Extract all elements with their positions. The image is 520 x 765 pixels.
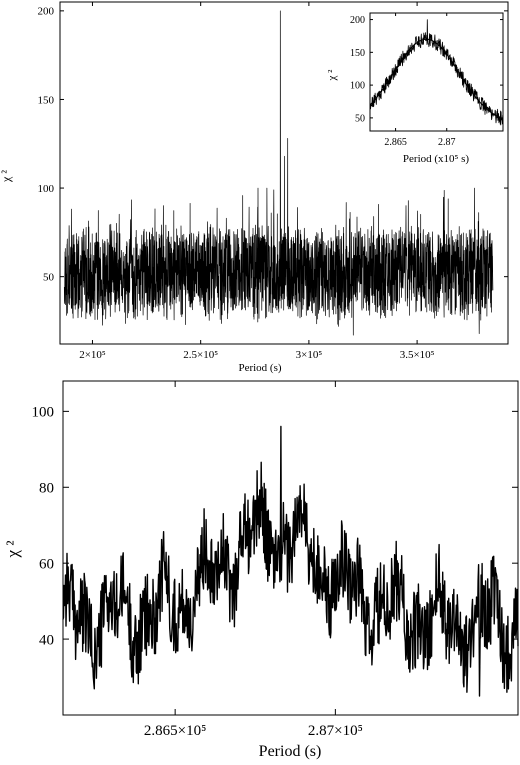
bottom-plot-frame [62,380,519,716]
bottom-panel: 2.865×10⁵ 2.87×10⁵ 40 60 80 100 Period (s) χ … [3,380,519,760]
bottom-y-label: χ ² [3,541,22,559]
bottom-x-tick-label: 2.87×10⁵ [308,723,363,739]
top-axes: 2×10⁵ 2.5×10⁵ 3×10⁵ 3.5×10⁵ 50 100 150 200 [38,2,508,361]
top-x-tick-label: 2.5×10⁵ [183,349,218,361]
inset-x-label: Period (x10⁵ s) [403,153,469,165]
inset-fit-line [369,38,504,120]
top-x-tick-label: 3.5×10⁵ [400,349,435,361]
top-plot-frame [59,1,509,345]
bottom-y-tick-label: 40 [39,632,54,648]
top-y-label: χ ² [0,170,13,183]
top-x-tick-label: 3×10⁵ [296,349,323,361]
bottom-series-line [62,425,519,697]
inset-x-tick-label: 2.87 [438,137,456,148]
top-y-tick-label: 150 [38,94,55,106]
bottom-series [62,425,519,697]
top-series-line [63,10,494,336]
bottom-y-tick-label: 100 [32,405,55,421]
top-x-tick-label: 2×10⁵ [79,349,106,361]
inset-series-line [369,19,504,126]
bottom-y-tick-label: 80 [39,481,54,497]
inset-series [369,19,504,126]
top-y-tick-label: 50 [43,272,55,284]
inset-plot-frame [369,12,504,132]
inset-y-tick-label: 200 [350,15,365,26]
top-x-label: Period (s) [238,362,281,374]
inset-x-tick-label: 2.865 [384,137,407,148]
inset-y-tick-label: 50 [355,113,365,124]
inset-y-tick-label: 150 [350,48,365,59]
inset-y-label: χ ² [326,69,338,82]
inset-axes: 2.865 2.87 50 100 150 200 [350,13,503,148]
bottom-y-tick-label: 60 [39,556,54,572]
bottom-x-label: Period (s) [259,743,322,760]
inset-panel: 2.865 2.87 50 100 150 200 Period (x10⁵ s) χ ² [326,12,504,165]
bottom-x-tick-label: 2.865×10⁵ [144,723,206,739]
top-panel: 2×10⁵ 2.5×10⁵ 3×10⁵ 3.5×10⁵ 50 100 150 200 Peri… [0,1,509,374]
top-series [63,10,494,336]
top-y-tick-label: 200 [38,6,55,18]
inset-background [370,13,503,131]
top-y-tick-label: 100 [38,183,55,195]
inset-y-tick-label: 100 [350,81,365,92]
bottom-axes: 2.865×10⁵ 2.87×10⁵ 40 60 80 100 [32,381,518,739]
